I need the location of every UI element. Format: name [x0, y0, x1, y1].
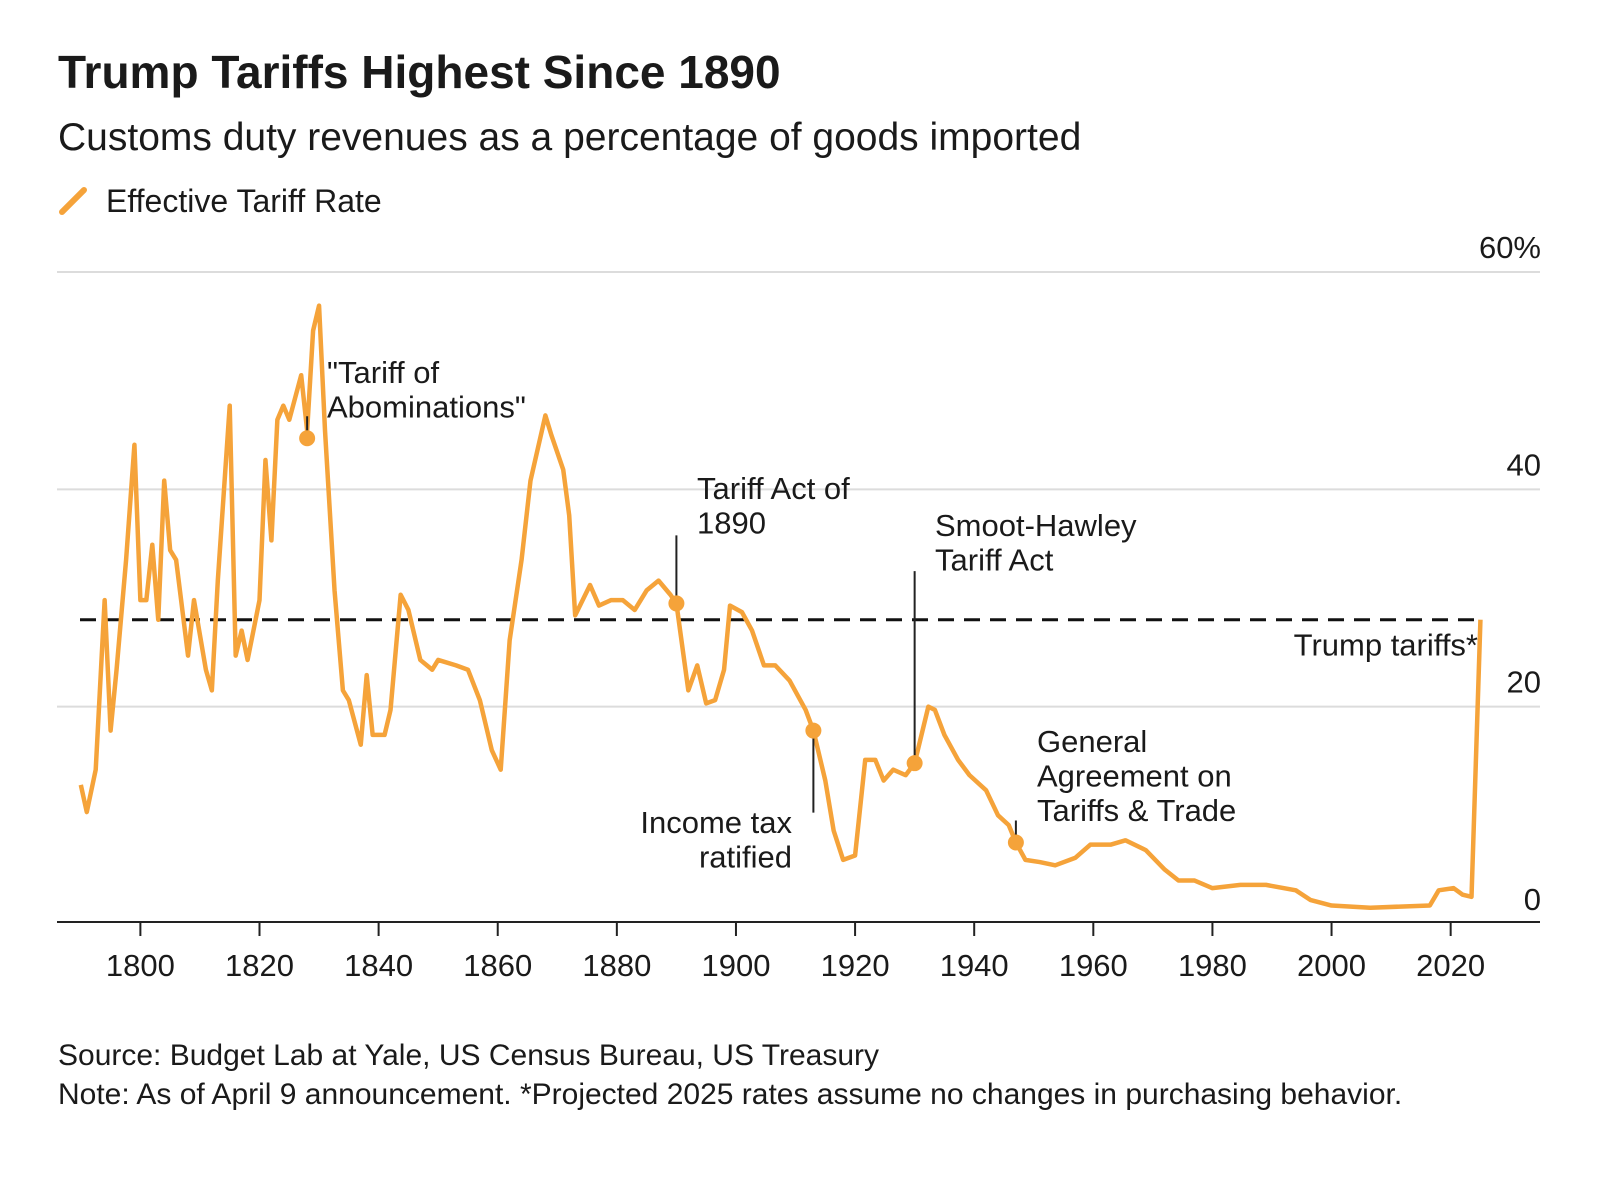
x-tick-label: 1840	[344, 948, 413, 983]
annotation-text: General	[1037, 724, 1147, 759]
annotation-marker	[668, 595, 685, 612]
x-tick-label: 1900	[701, 948, 770, 983]
annotation-marker	[906, 755, 923, 772]
x-tick-label: 1960	[1059, 948, 1128, 983]
annotation-marker	[805, 722, 822, 739]
annotation-marker	[1007, 834, 1024, 851]
annotation-text: Tariff Act	[935, 543, 1054, 578]
x-tick-label: 1880	[582, 948, 651, 983]
y-tick-label: 20	[1507, 665, 1541, 700]
annotation-text: 1890	[697, 506, 766, 541]
source: Source: Budget Lab at Yale, US Census Bu…	[58, 1039, 880, 1072]
x-tick-label: 1800	[106, 948, 175, 983]
x-tick-label: 2020	[1416, 948, 1485, 983]
x-tick-label: 1860	[463, 948, 532, 983]
legend-swatch	[59, 187, 87, 215]
chart-subtitle: Customs duty revenues as a percentage of…	[58, 116, 1081, 159]
legend-label: Effective Tariff Rate	[106, 183, 382, 219]
x-tick-label: 1980	[1178, 948, 1247, 983]
annotation-text: "Tariff of	[327, 355, 439, 390]
annotation-text: ratified	[699, 840, 792, 875]
annotation-marker	[299, 430, 316, 447]
y-tick-label: 0	[1524, 882, 1541, 917]
x-tick-label: 1940	[940, 948, 1009, 983]
y-tick-label: 60%	[1479, 230, 1541, 265]
x-tick-label: 2000	[1297, 948, 1366, 983]
x-tick-label: 1920	[821, 948, 890, 983]
annotation-text: Income tax	[640, 805, 792, 840]
annotation-text: Tariffs & Trade	[1037, 793, 1236, 828]
note: Note: As of April 9 announcement. *Proje…	[58, 1078, 1403, 1111]
y-tick-label: 40	[1507, 447, 1541, 482]
annotation-text: Abominations"	[327, 390, 526, 425]
annotation-text: Smoot-Hawley	[935, 508, 1137, 543]
chart-title: Trump Tariffs Highest Since 1890	[58, 46, 781, 98]
x-tick-label: 1820	[225, 948, 294, 983]
reference-label: Trump tariffs*	[1294, 628, 1478, 663]
series-line	[78, 303, 1483, 910]
annotation-text: Agreement on	[1037, 759, 1232, 794]
annotation-text: Tariff Act of	[697, 471, 850, 506]
